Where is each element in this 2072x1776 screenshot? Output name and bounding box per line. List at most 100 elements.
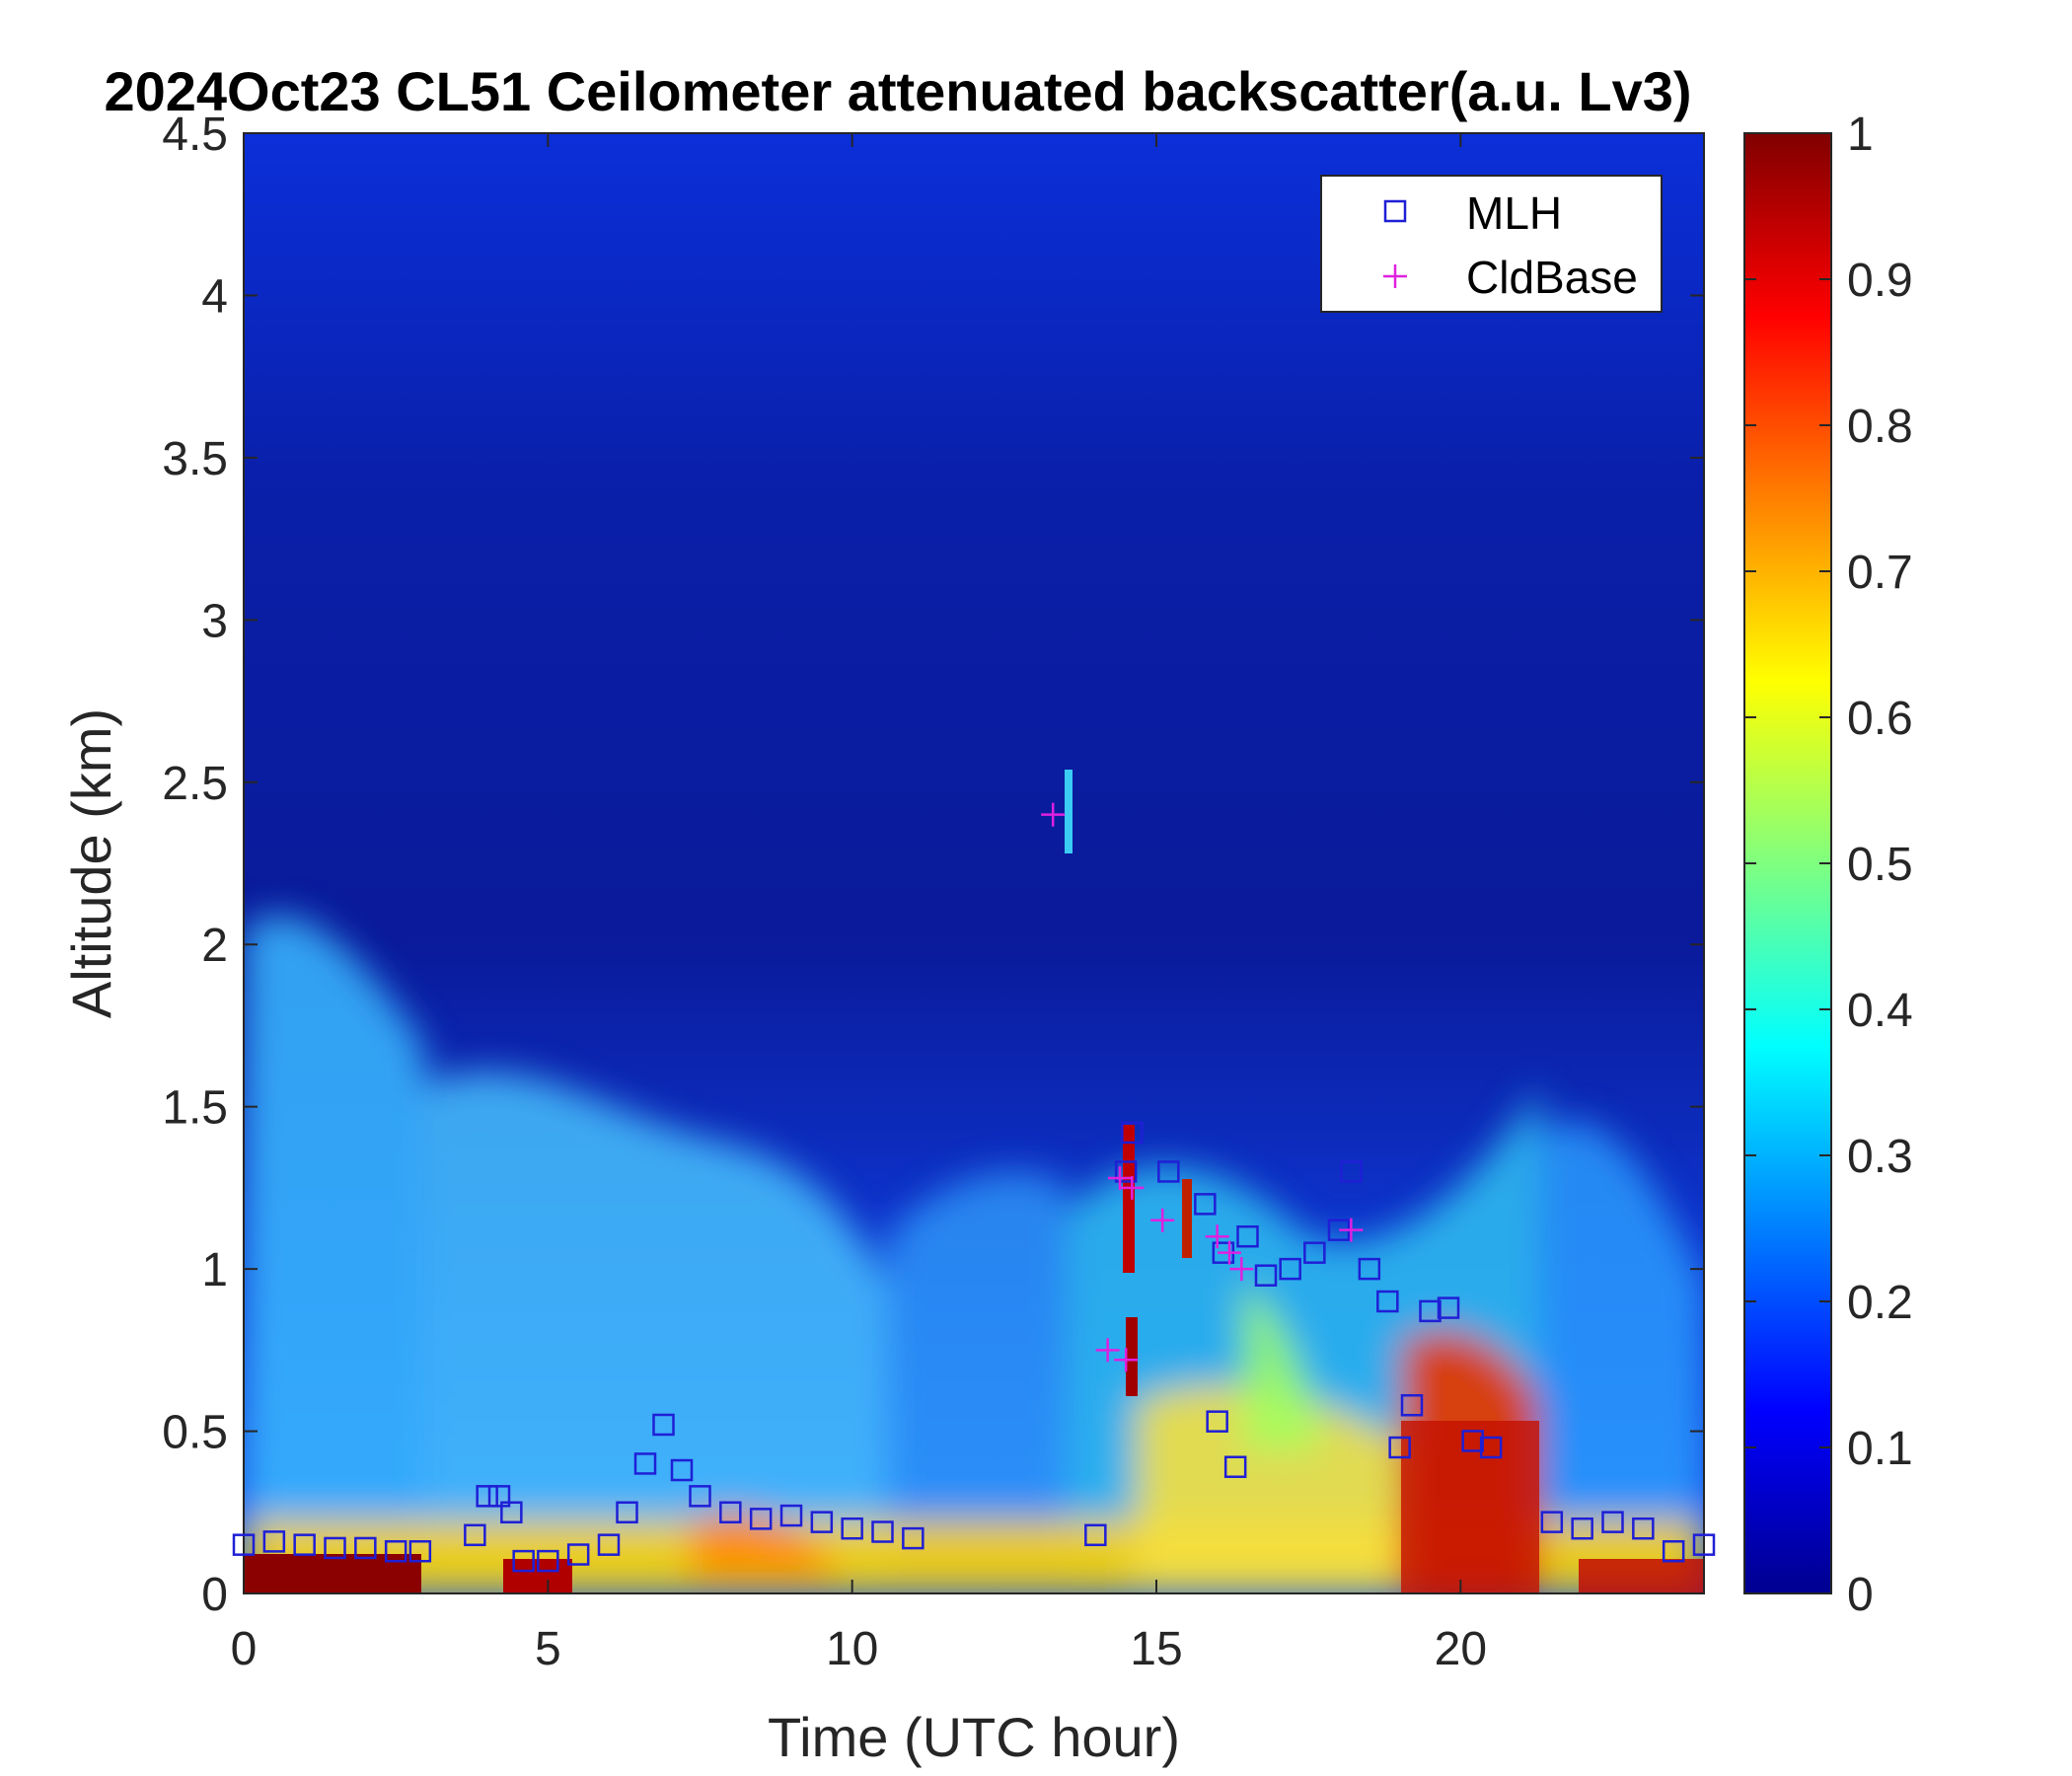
mlh-point [1084, 1523, 1107, 1547]
mlh-point [384, 1539, 407, 1563]
cldbase-point [1041, 802, 1066, 827]
legend-box [1320, 175, 1663, 313]
mlh-point [670, 1458, 694, 1482]
mlh-point [1461, 1430, 1484, 1452]
mlh-point [1571, 1517, 1593, 1540]
mlh-point [1388, 1436, 1411, 1459]
colorbar-tick-label: 0.9 [1847, 255, 1913, 307]
mlh-point [1279, 1257, 1301, 1281]
mlh-point [633, 1452, 657, 1475]
colorbar-tick-label: 0.8 [1847, 401, 1913, 453]
legend-mlh-marker [1383, 199, 1407, 223]
y-tick-label: 0.5 [162, 1407, 228, 1459]
colorbar-ticks: 0 0.1 0.2 0.3 0.4 0.5 0.6 0.7 0.8 0.9 1 [1744, 109, 1913, 1621]
colorbar-tick-label: 0.3 [1847, 1131, 1913, 1183]
x-tick-label: 15 [1130, 1623, 1182, 1675]
mlh-point [779, 1504, 803, 1527]
cldbase-point [1229, 1257, 1254, 1282]
mlh-point [1601, 1511, 1624, 1533]
mlh-point [537, 1549, 559, 1573]
mlh-point [597, 1533, 621, 1556]
mlh-point [841, 1517, 863, 1540]
cldbase-point [1218, 1240, 1241, 1265]
y-tick-label: 3 [201, 595, 228, 647]
mlh-point [1692, 1533, 1716, 1556]
mlh-point [1540, 1511, 1564, 1533]
legend: MLH CldBase [1320, 175, 1663, 313]
cldbase-point [1114, 1348, 1139, 1372]
mlh-point [1400, 1393, 1424, 1417]
mlh-point [500, 1501, 523, 1524]
mlh-point [749, 1508, 773, 1530]
y-tick-label: 4.5 [162, 109, 228, 161]
y-tick-label: 3.5 [162, 433, 228, 485]
mlh-point [1194, 1193, 1217, 1216]
y-tick-label: 1 [201, 1244, 228, 1296]
mlh-point [1223, 1455, 1247, 1478]
mlh-point [1437, 1296, 1460, 1319]
cldbase-point [1205, 1224, 1229, 1249]
mlh-point [1114, 1160, 1138, 1183]
cldbase-series [1041, 802, 1364, 1372]
mlh-point [1358, 1257, 1381, 1281]
y-tick-label: 4 [201, 270, 228, 323]
y-axis-label: Altitude (km) [60, 708, 122, 1018]
mlh-point [1632, 1517, 1655, 1540]
colorbar-tick-label: 0.2 [1847, 1277, 1913, 1329]
x-tick-label: 10 [826, 1623, 878, 1675]
mlh-point [902, 1526, 925, 1550]
mlh-point [487, 1485, 511, 1508]
x-axis-label: Time (UTC hour) [768, 1706, 1180, 1768]
y-axis-ticks: 0 0.5 1 1.5 2 2.5 3 3.5 4 4.5 [162, 109, 1704, 1621]
mlh-point [1121, 1121, 1144, 1145]
colorbar-tick-label: 0.5 [1847, 839, 1913, 891]
mlh-point [408, 1539, 432, 1563]
legend-cldbase-marker [1383, 264, 1407, 288]
x-tick-label: 5 [535, 1623, 561, 1675]
colorbar-tick-label: 0.7 [1847, 547, 1913, 599]
colorbar-tick-label: 1 [1847, 109, 1874, 161]
mlh-point [464, 1523, 486, 1547]
mlh-point [1479, 1436, 1503, 1459]
colorbar-tick-label: 0 [1847, 1569, 1874, 1621]
x-axis-ticks: 0 5 10 15 20 [231, 133, 1487, 1675]
legend-mlh-label: MLH [1466, 187, 1562, 239]
mlh-point [232, 1533, 256, 1556]
chart-title: 2024Oct23 CL51 Ceilometer attenuated bac… [104, 60, 1691, 122]
colorbar-tick-label: 0.1 [1847, 1423, 1913, 1475]
heatmap [244, 133, 1704, 1593]
mlh-point [293, 1533, 316, 1556]
mlh-point [1236, 1224, 1259, 1248]
mlh-point [871, 1520, 894, 1543]
mlh-point [1206, 1410, 1228, 1433]
colorbar [1743, 132, 1832, 1594]
mlh-point [354, 1536, 377, 1560]
mlh-point [616, 1501, 638, 1524]
cldbase-point [1095, 1338, 1120, 1363]
mlh-point [1157, 1160, 1180, 1183]
mlh-series [232, 1121, 1716, 1573]
mlh-point [719, 1501, 742, 1524]
y-tick-label: 1.5 [162, 1082, 228, 1135]
mlh-point [689, 1485, 711, 1508]
y-tick-label: 2.5 [162, 758, 228, 810]
plot-frame [243, 132, 1705, 1594]
legend-cldbase-label: CldBase [1466, 252, 1638, 303]
colorbar-tick-label: 0.6 [1847, 693, 1913, 745]
cldbase-point [1120, 1175, 1145, 1200]
x-tick-label: 20 [1435, 1623, 1487, 1675]
mlh-point [324, 1536, 346, 1560]
mlh-point [1254, 1264, 1278, 1287]
mlh-point [262, 1530, 286, 1553]
mlh-point [566, 1543, 590, 1566]
mlh-point [476, 1485, 498, 1508]
mlh-point [1303, 1241, 1326, 1264]
x-tick-label: 0 [231, 1623, 258, 1675]
cldbase-point [1150, 1208, 1175, 1232]
mlh-point [1340, 1160, 1363, 1183]
mlh-point [1419, 1299, 1442, 1323]
mlh-point [1376, 1290, 1399, 1313]
colorbar-tick-label: 0.4 [1847, 985, 1913, 1037]
y-tick-label: 0 [201, 1569, 228, 1621]
